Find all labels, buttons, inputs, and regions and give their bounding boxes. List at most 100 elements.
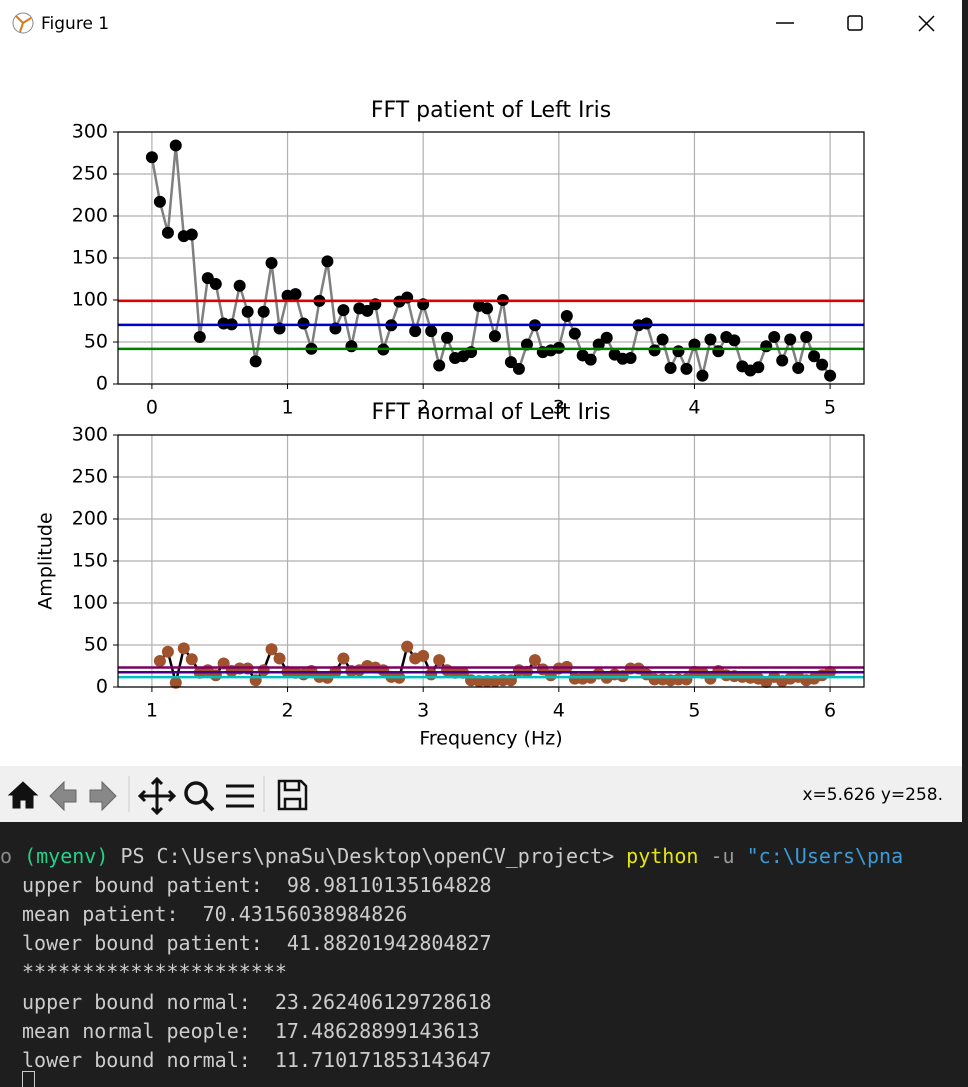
data-point: [624, 351, 637, 364]
chart: 0 50 100 150 200 250 300 0 1 2 3 4 5 FFT patient of L…: [72, 98, 865, 419]
x-tick-label: 1: [281, 397, 293, 419]
pan-button[interactable]: [137, 776, 177, 816]
output-line: upper bound patient: 98.98110135164828: [22, 873, 492, 897]
forward-button[interactable]: [89, 780, 117, 812]
x-tick-label: 0: [146, 397, 158, 419]
figure: Figure 1 x=5.626 y=258. 0501001502002503…: [0, 0, 962, 822]
data-point: [600, 331, 613, 344]
data-point: [417, 649, 430, 662]
data-point: [728, 334, 741, 347]
data-point: [161, 226, 174, 239]
maximize-button[interactable]: [847, 15, 863, 31]
data-point: [209, 278, 222, 291]
data-point: [361, 304, 374, 317]
y-tick-label: 150: [72, 550, 108, 572]
y-tick-label: 250: [72, 163, 108, 185]
data-point: [488, 330, 501, 343]
data-point: [504, 356, 517, 369]
data-point: [169, 676, 182, 689]
close-button[interactable]: [918, 15, 935, 32]
x-tick-label: 6: [824, 700, 836, 722]
x-tick-label: 4: [553, 700, 565, 722]
y-tick-label: 100: [72, 289, 108, 311]
data-point: [145, 151, 158, 164]
plot-frame: [117, 131, 865, 385]
data-point: [768, 330, 781, 343]
data-point: [257, 305, 270, 318]
x-tick-label: 2: [281, 700, 293, 722]
data-point: [441, 331, 454, 344]
data-point: [233, 279, 246, 292]
terminal: o (myenv) PS C:\Users\pnaSu\Desktop\open…: [0, 822, 968, 1087]
data-point: [241, 305, 254, 318]
x-tick-label: 5: [824, 397, 836, 419]
data-point: [824, 369, 837, 382]
prompt-flag: -u: [710, 844, 735, 868]
data-point: [520, 338, 533, 351]
y-tick-label: 300: [72, 424, 108, 446]
y-tick-label: 0: [96, 373, 108, 395]
data-point: [816, 358, 829, 371]
data-point: [273, 652, 286, 665]
prompt-line: o (myenv) PS C:\Users\pnaSu\Desktop\open…: [0, 842, 903, 870]
prompt-cwd: PS C:\Users\pnaSu\Desktop\openCV_project…: [120, 844, 615, 868]
x-tick-label: 3: [417, 700, 429, 722]
data-point: [672, 345, 685, 358]
terminal-cursor: [22, 1071, 35, 1087]
status-dot: o: [0, 844, 25, 868]
data-point: [185, 653, 198, 666]
data-point: [257, 664, 270, 677]
output-line: **********************: [22, 960, 287, 984]
x-tick-label: 5: [688, 700, 700, 722]
data-point: [792, 362, 805, 375]
data-point: [752, 361, 765, 374]
data-point: [337, 652, 350, 665]
output-line: lower bound patient: 41.88201942804827: [22, 931, 492, 955]
data-point: [808, 350, 821, 363]
data-point: [528, 654, 541, 667]
data-point: [664, 362, 677, 375]
back-button[interactable]: [49, 780, 77, 812]
output-line: mean patient: 70.43156038984826: [22, 902, 408, 926]
data-point: [776, 354, 789, 367]
data-point: [249, 355, 262, 368]
data-point: [784, 333, 797, 346]
data-point: [512, 362, 525, 375]
data-point: [656, 333, 669, 346]
toolbar: [0, 766, 962, 822]
home-button[interactable]: [7, 781, 39, 809]
plot-frame: [117, 434, 865, 688]
configure-button[interactable]: [226, 784, 254, 808]
y-tick-label: 200: [72, 508, 108, 530]
figure-window: Figure 1 x=5.626 y=258. 0 50 100 150 200 250 3…: [0, 0, 962, 822]
save-button[interactable]: [277, 779, 308, 811]
data-point: [680, 362, 693, 375]
title-bar: [0, 0, 962, 46]
data-point: [688, 338, 701, 351]
x-axis-label: Frequency (Hz): [419, 728, 562, 750]
toolbar-icons: [7, 776, 308, 816]
data-point: [704, 333, 717, 346]
y-axis-label: Amplitude: [35, 512, 57, 609]
output-line: upper bound normal: 23.262406129728618: [22, 990, 492, 1014]
x-tick-label: 1: [146, 700, 158, 722]
data-point: [592, 338, 605, 351]
y-tick-label: 250: [72, 466, 108, 488]
zoom-button[interactable]: [184, 781, 215, 812]
data-point: [153, 195, 166, 208]
data-point: [321, 255, 334, 268]
x-tick-label: 2: [417, 397, 429, 419]
data-point: [584, 353, 597, 366]
data-point: [345, 340, 358, 353]
data-point: [289, 288, 302, 301]
data-point: [265, 257, 278, 270]
prompt-command: python: [626, 844, 699, 868]
data-point: [409, 325, 422, 338]
window-title: Figure 1: [41, 14, 109, 34]
chart-title: FFT normal of Left Iris: [371, 400, 610, 425]
x-tick-label: 3: [553, 397, 565, 419]
data-point: [760, 340, 773, 353]
data-point: [401, 640, 414, 653]
